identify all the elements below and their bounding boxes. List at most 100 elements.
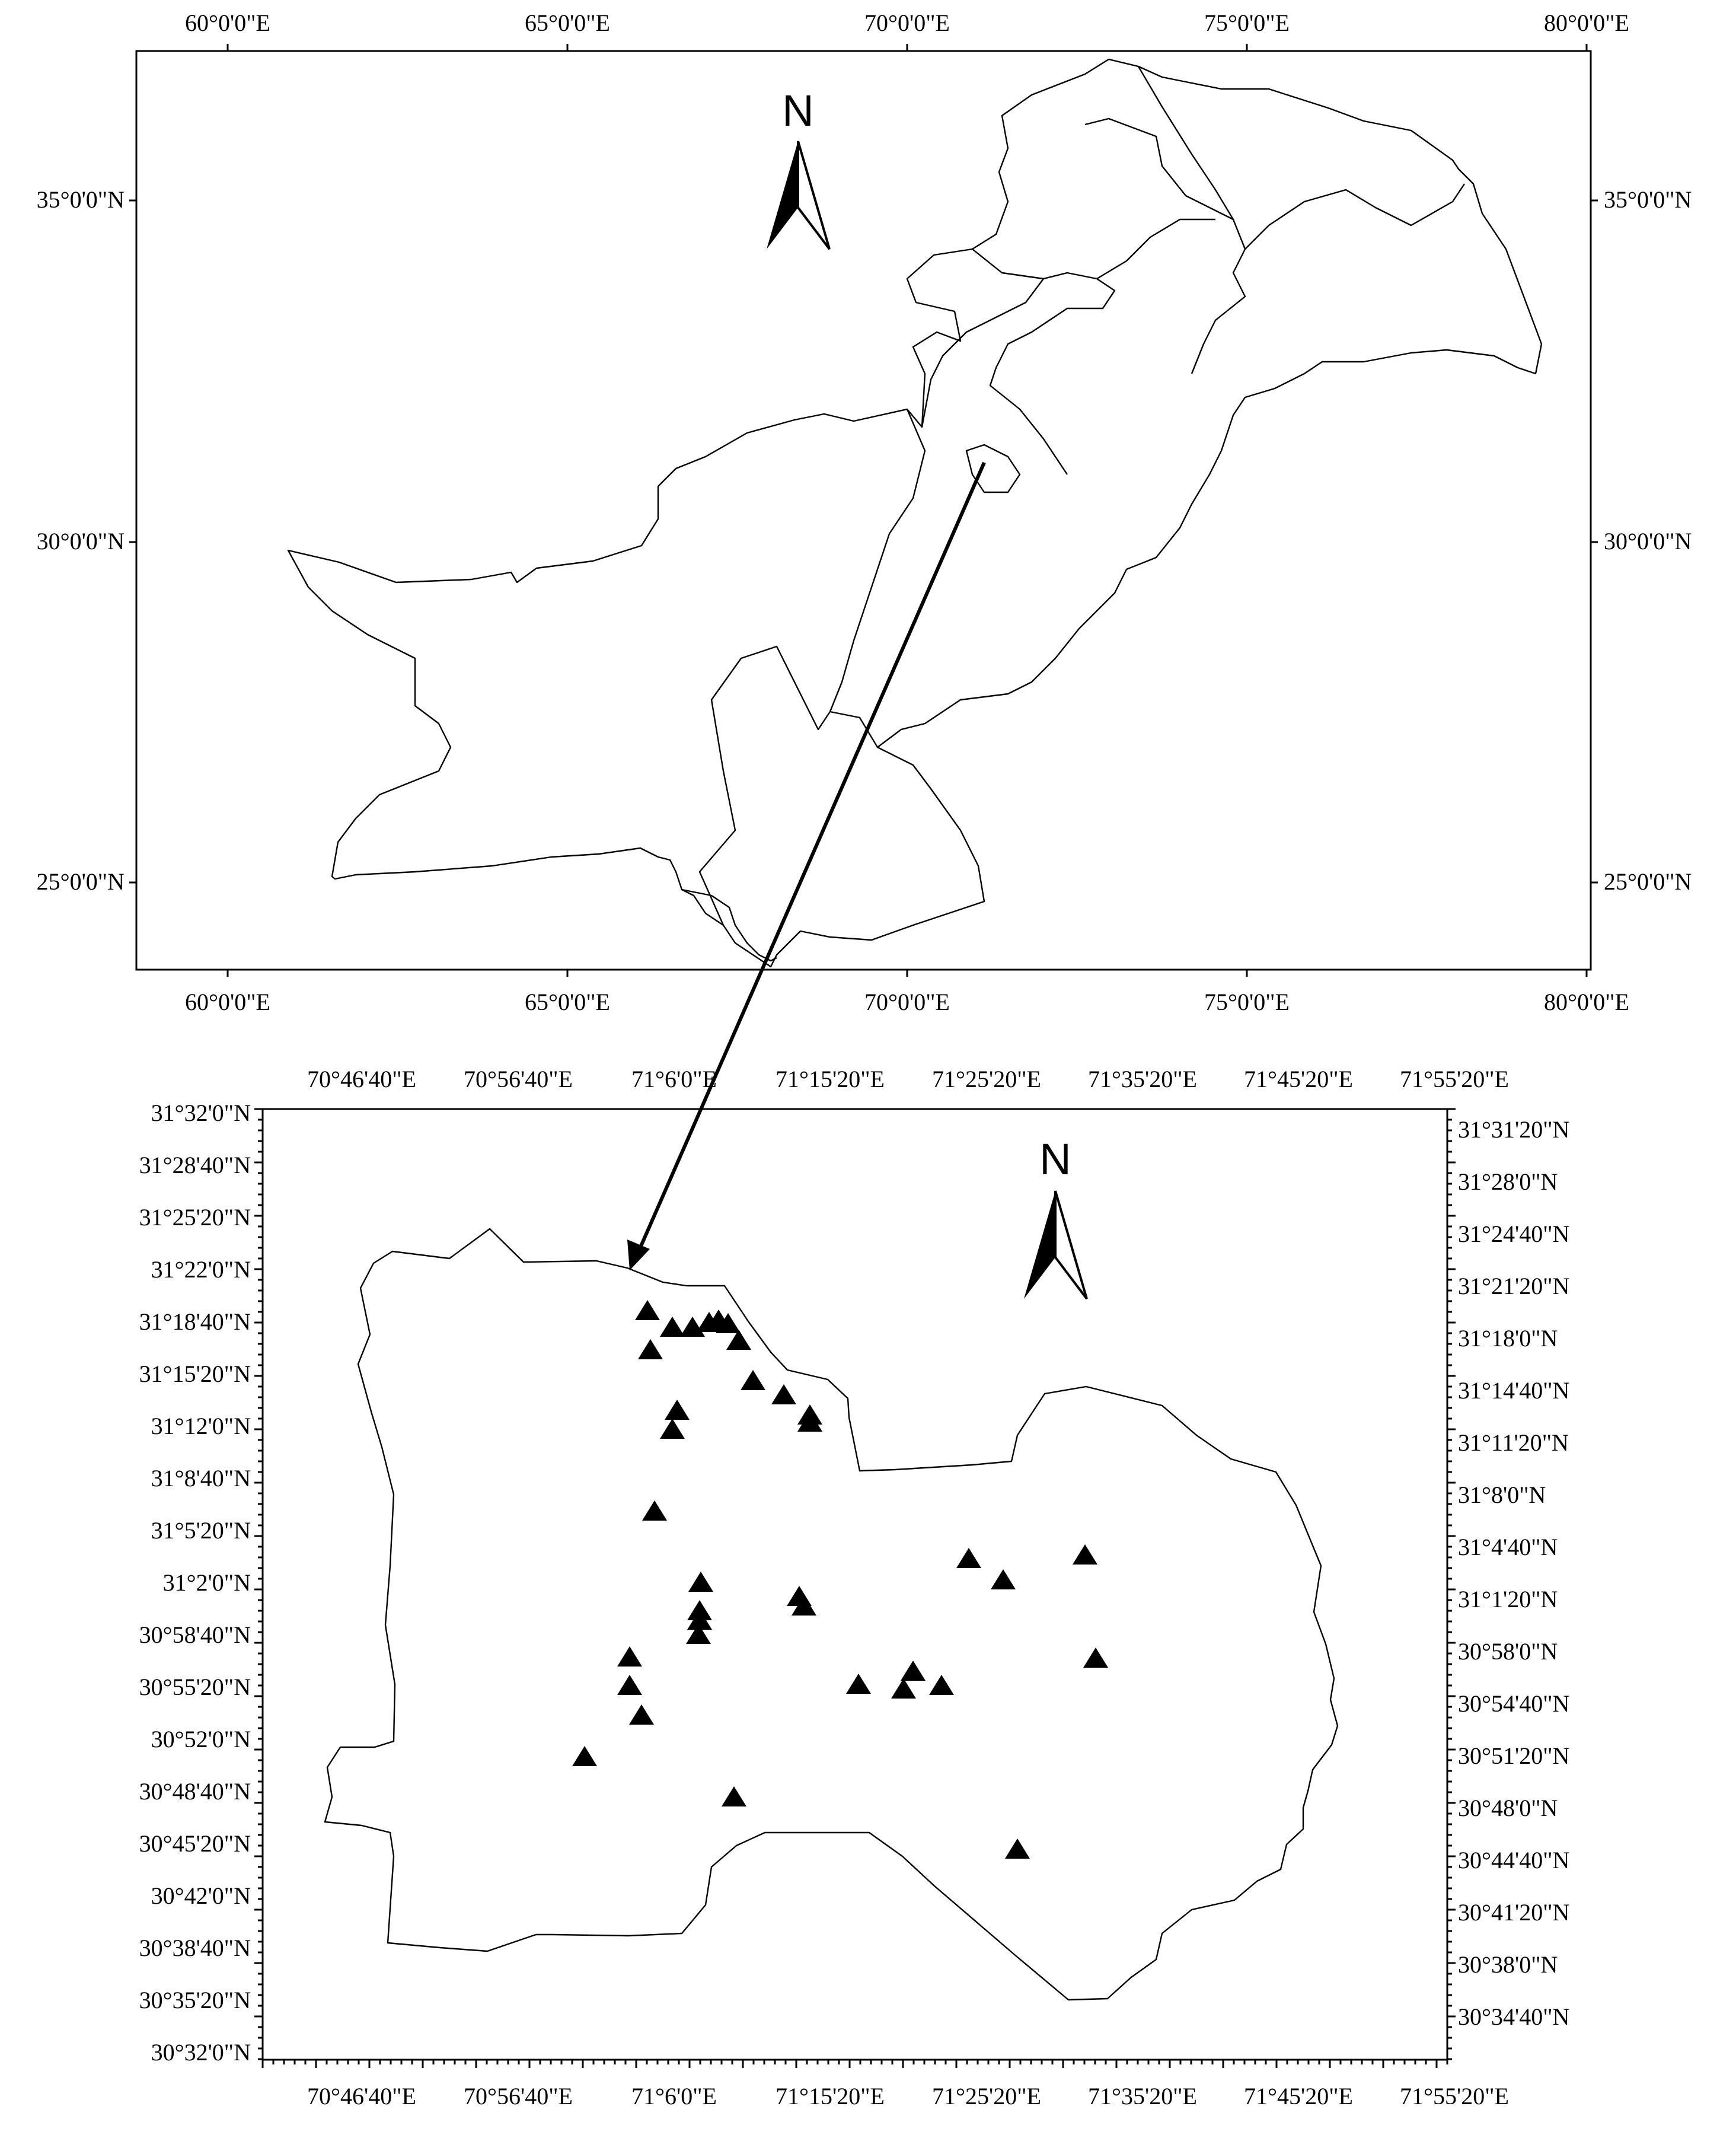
sampling-site-marker [635,1300,660,1320]
sampling-sites [572,1300,1108,1859]
overview-map: 60°0'0"E 65°0'0"E 70°0'0"E 75°0'0"E 80°0… [37,9,1692,1015]
sampling-site-marker [572,1746,597,1766]
sampling-site-marker [688,1572,713,1592]
province-boundary [1084,117,1234,221]
y-tick-label: 30°38'0"N [1458,1951,1558,1978]
y-tick-label: 31°2'0"N [163,1569,251,1596]
province-boundary [972,248,1044,280]
north-arrow-icon-outline [1054,1190,1088,1300]
country-outline [287,58,1543,968]
x-tick-label: 70°46'40"E [307,2083,416,2110]
study-x-labels-top: 70°46'40"E 70°56'40"E 71°6'0"E 71°15'20"… [307,1066,1509,1092]
province-boundary [921,272,1116,475]
province-boundary [829,710,879,748]
sampling-site-marker [722,1786,746,1806]
x-tick-label: 71°35'20"E [1088,1066,1197,1092]
sampling-site-marker [665,1400,690,1420]
sampling-site-marker [797,1411,822,1432]
study-area-outline [324,1228,1339,2001]
pointer-line [637,461,986,1251]
sampling-site-marker [617,1675,642,1695]
x-tick-label: 71°6'0"E [631,1066,717,1092]
x-tick-label: 71°45'20"E [1244,1066,1353,1092]
overview-north-arrow: N [767,86,831,250]
study-x-labels-bottom: 70°46'40"E 70°56'40"E 71°6'0"E 71°15'20"… [307,2083,1509,2110]
y-tick-label: 30°32'0"N [151,2039,251,2066]
sampling-site-marker [716,1313,741,1333]
y-tick-label: 30°54'40"N [1458,1690,1569,1717]
overview-y-labels-right: 35°0'0"N 30°0'0"N 25°0'0"N [1604,186,1692,895]
x-tick-label: 71°25'20"E [932,2083,1041,2110]
sampling-site-marker [617,1646,642,1667]
y-tick-label: 31°24'40"N [1458,1221,1569,1247]
x-tick-label: 70°0'0"E [864,989,950,1015]
x-tick-label: 71°45'20"E [1244,2083,1353,2110]
y-tick-label: 30°51'20"N [1458,1742,1569,1769]
overview-x-labels-top: 60°0'0"E 65°0'0"E 70°0'0"E 75°0'0"E 80°0… [185,9,1629,36]
y-tick-label: 30°52'0"N [151,1726,251,1753]
x-tick-label: 71°55'20"E [1400,2083,1509,2110]
y-tick-label: 30°38'40"N [139,1935,251,1961]
y-tick-label: 30°48'40"N [139,1778,251,1805]
sampling-site-marker [956,1548,981,1568]
y-tick-label: 31°11'20"N [1458,1429,1569,1456]
sampling-site-marker [638,1339,663,1359]
sampling-site-marker [792,1595,816,1616]
x-tick-label: 80°0'0"E [1544,989,1629,1015]
x-tick-label: 71°6'0"E [631,2083,717,2110]
x-tick-label: 65°0'0"E [525,989,610,1015]
y-tick-label: 31°5'20"N [151,1517,251,1544]
y-tick-label: 31°8'0"N [1458,1481,1546,1508]
location-pointer [627,461,986,1270]
x-tick-label: 65°0'0"E [525,9,610,36]
sampling-site-marker [901,1661,926,1681]
y-tick-label: 25°0'0"N [1604,868,1692,895]
overview-x-labels-bottom: 60°0'0"E 65°0'0"E 70°0'0"E 75°0'0"E 80°0… [185,989,1629,1015]
sampling-site-marker [660,1317,685,1337]
y-tick-label: 31°28'0"N [1458,1168,1558,1195]
overview-map-frame [135,50,1592,971]
x-tick-label: 71°35'20"E [1088,2083,1197,2110]
x-tick-label: 60°0'0"E [185,989,270,1015]
x-tick-label: 70°0'0"E [864,9,950,36]
sampling-site-marker [642,1500,667,1521]
x-tick-label: 71°25'20"E [932,1066,1041,1092]
x-tick-label: 71°15'20"E [776,1066,885,1092]
sampling-site-marker [686,1624,711,1644]
study-y-labels-right: 31°31'20"N 31°28'0"N 31°24'40"N 31°21'20… [1458,1116,1569,2030]
y-tick-label: 25°0'0"N [37,868,125,895]
y-tick-label: 31°18'40"N [139,1308,251,1335]
y-tick-label: 31°12'0"N [151,1413,251,1439]
study-north-arrow: N [1024,1135,1088,1300]
sampling-site-marker [846,1674,871,1694]
sampling-site-marker [741,1370,765,1390]
north-arrow-icon [1024,1191,1055,1299]
overview-map-ticks [129,44,1598,977]
y-tick-label: 30°58'0"N [1458,1638,1558,1665]
sampling-site-marker [660,1419,685,1439]
sampling-site-marker [629,1704,654,1725]
sampling-site-marker [1005,1839,1030,1859]
x-tick-label: 80°0'0"E [1544,9,1629,36]
study-area-map: 70°46'40"E 70°56'40"E 71°6'0"E 71°15'20"… [139,1066,1570,2110]
y-tick-label: 30°45'20"N [139,1830,251,1857]
study-y-labels-left: 31°32'0"N 31°28'40"N 31°25'20"N 31°22'0"… [139,1100,251,2066]
y-tick-label: 31°15'20"N [139,1360,251,1387]
x-tick-label: 70°46'40"E [307,1066,416,1092]
sampling-site-marker [1083,1648,1108,1668]
y-tick-label: 30°55'20"N [139,1674,251,1700]
province-boundary [1244,183,1465,250]
sampling-site-marker [771,1384,796,1404]
province-boundary [1096,218,1215,280]
y-tick-label: 31°32'0"N [151,1100,251,1126]
north-arrow-letter: N [1039,1135,1071,1184]
y-tick-label: 30°58'40"N [139,1621,251,1648]
x-tick-label: 70°56'40"E [464,2083,573,2110]
sampling-site-marker [929,1675,954,1695]
y-tick-label: 30°0'0"N [1604,528,1692,555]
y-tick-label: 31°1'20"N [1458,1586,1558,1613]
coastline-detail [681,888,777,962]
y-tick-label: 30°48'0"N [1458,1795,1558,1821]
north-arrow-icon [767,141,798,249]
y-tick-label: 30°35'20"N [139,1987,251,2013]
